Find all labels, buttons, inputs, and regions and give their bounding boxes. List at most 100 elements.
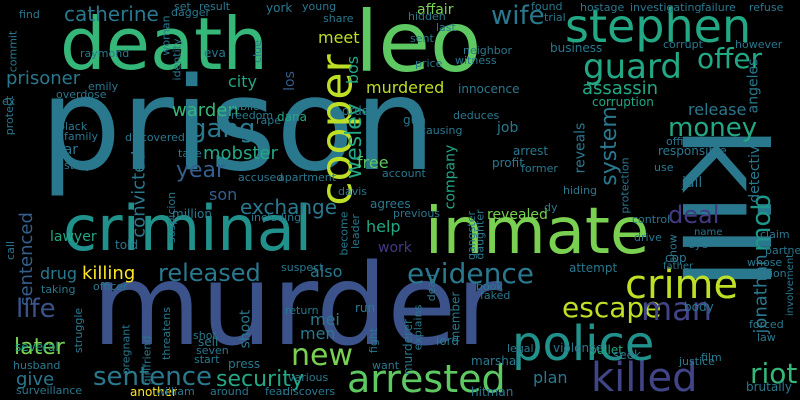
word: return xyxy=(285,304,319,317)
word: refuse xyxy=(749,1,784,14)
word: murder xyxy=(92,241,503,371)
word: hostage xyxy=(580,1,625,14)
word: give xyxy=(16,369,55,390)
word: become xyxy=(337,211,351,256)
word: involvement xyxy=(785,253,797,317)
word: company xyxy=(442,144,459,210)
word: several xyxy=(15,340,59,354)
word: call xyxy=(3,241,17,260)
word: eva xyxy=(204,46,226,60)
word: inmate xyxy=(425,195,650,269)
word: bos xyxy=(343,55,363,85)
word: ex xyxy=(2,95,16,108)
word: discovered xyxy=(125,131,185,144)
word: order xyxy=(342,104,374,118)
word: help xyxy=(366,217,401,236)
word: arrested xyxy=(347,357,506,400)
word: deduces xyxy=(453,109,500,122)
word: seek xyxy=(613,348,641,362)
word: failure xyxy=(701,1,736,14)
word: city xyxy=(228,72,257,91)
word: attempt xyxy=(569,261,618,275)
word: assassin xyxy=(582,78,658,99)
word: son xyxy=(209,185,238,204)
word: however xyxy=(735,38,783,51)
word: also xyxy=(310,262,343,281)
word: investigating xyxy=(630,1,702,14)
word: escape xyxy=(562,291,662,324)
word: sell xyxy=(198,335,219,349)
word: trial xyxy=(544,11,566,24)
word: corrupt xyxy=(663,38,703,51)
word: law xyxy=(757,331,776,344)
word: eye xyxy=(688,238,709,251)
word: new xyxy=(291,338,354,373)
word: hiding xyxy=(563,184,598,197)
word: clue xyxy=(250,40,264,63)
word: film xyxy=(701,351,722,364)
word: william xyxy=(156,385,195,398)
word: money xyxy=(668,113,758,143)
word: pregnant xyxy=(119,324,133,375)
word: freedom xyxy=(227,109,274,122)
word: suspect xyxy=(281,261,324,274)
word: rape xyxy=(256,114,282,127)
word: seven xyxy=(196,344,229,357)
word: prisoner xyxy=(6,68,81,89)
word: death xyxy=(60,2,268,86)
word: witness xyxy=(455,54,497,67)
word: including xyxy=(251,211,302,224)
word: agrees xyxy=(370,197,411,211)
word: revealed xyxy=(487,207,548,223)
word: partner xyxy=(765,244,800,257)
word: fight xyxy=(367,327,381,354)
word: arrest xyxy=(513,144,549,158)
word: daughter xyxy=(473,209,487,260)
word: system xyxy=(596,106,622,186)
word: show xyxy=(666,234,680,263)
word: forced xyxy=(749,318,784,331)
word: deal xyxy=(668,201,720,229)
word: find xyxy=(19,8,40,21)
word: exchange xyxy=(240,195,338,219)
word: bullet xyxy=(589,343,623,357)
word: claim xyxy=(760,228,790,241)
word: surveillance xyxy=(16,384,83,397)
word: previous xyxy=(393,207,441,220)
word: riot xyxy=(750,357,798,390)
word: plan xyxy=(533,368,568,387)
word: mobster xyxy=(203,143,278,164)
word: man xyxy=(641,290,713,328)
word: angeles xyxy=(745,58,762,114)
word: responsible xyxy=(658,144,727,158)
word: raymond xyxy=(80,47,130,60)
word: young xyxy=(302,0,337,13)
word: men xyxy=(300,324,336,343)
word: causing xyxy=(420,124,463,137)
word: officer xyxy=(93,280,128,293)
word: affair xyxy=(417,2,454,18)
word: criminal xyxy=(63,192,312,265)
word: result xyxy=(199,0,231,13)
word: job xyxy=(497,120,519,136)
word: corruption xyxy=(592,95,654,109)
word: killed xyxy=(591,355,698,400)
word: dy xyxy=(544,201,558,214)
word: struggle xyxy=(72,307,86,354)
word: account xyxy=(382,167,426,180)
word: life xyxy=(16,294,56,324)
word: crime xyxy=(625,262,739,308)
word: father xyxy=(663,261,694,272)
word: share xyxy=(323,12,354,25)
word: body xyxy=(684,300,714,314)
word: want xyxy=(372,359,400,372)
word: free xyxy=(357,153,389,172)
word: sent xyxy=(410,32,434,45)
word: husband xyxy=(13,359,61,372)
word: apartment xyxy=(278,171,337,184)
word: price xyxy=(415,57,443,70)
word: accused xyxy=(238,171,284,184)
word: cop xyxy=(665,251,687,265)
word: emily xyxy=(88,80,119,93)
word: lawyer xyxy=(50,229,97,245)
